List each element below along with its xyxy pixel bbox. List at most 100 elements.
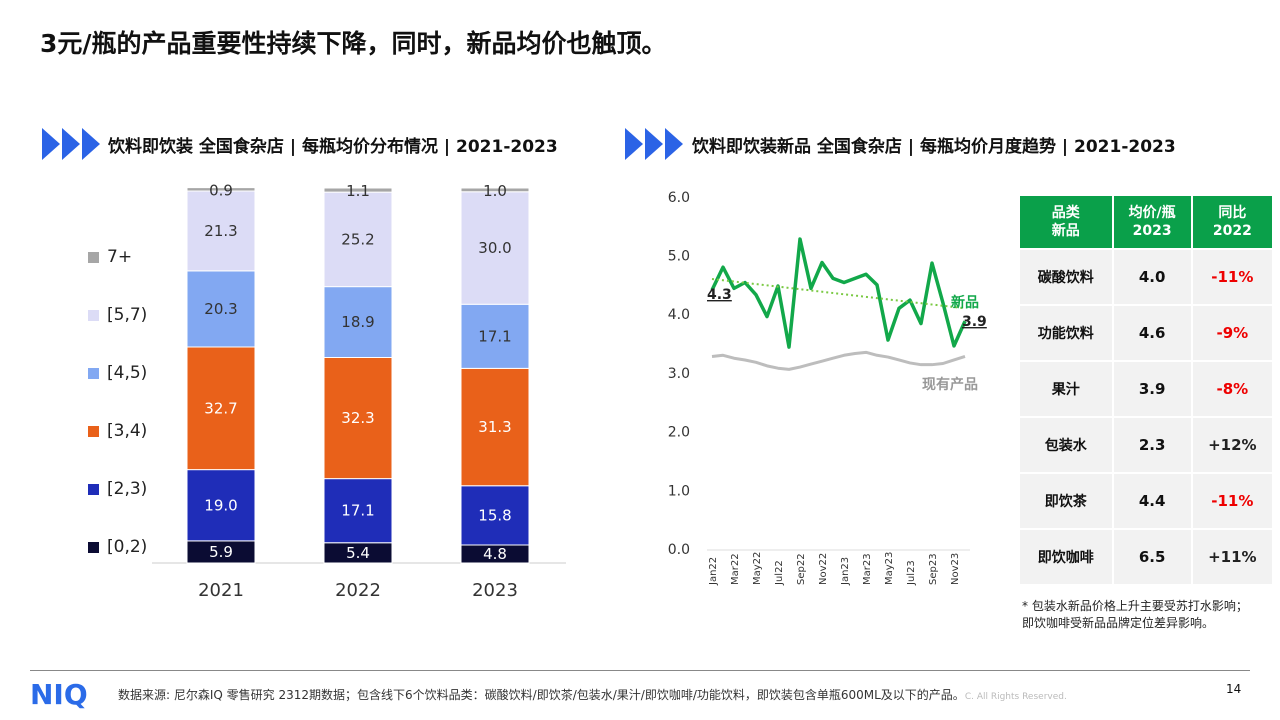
chevrons-icon xyxy=(42,128,102,160)
bar-segment xyxy=(460,187,530,193)
table-cell: -11% xyxy=(1192,474,1272,528)
table-cell: -8% xyxy=(1192,362,1272,416)
table-cell: 6.5 xyxy=(1113,530,1191,584)
legend-swatch xyxy=(88,367,99,379)
bar-data-label: 0.9 xyxy=(209,182,233,200)
bar-data-label: 19.0 xyxy=(204,496,237,514)
table-cell: 4.6 xyxy=(1113,306,1191,360)
x-tick-label: Jul22 xyxy=(774,560,785,586)
table-cell: 4.0 xyxy=(1113,250,1191,304)
bar-segment xyxy=(186,190,256,272)
x-tick-label: Mar22 xyxy=(730,553,741,585)
legend-swatch xyxy=(88,483,99,495)
right-chart-heading: 饮料即饮装新品 全国食杂店 | 每瓶均价月度趋势 | 2021-2023 xyxy=(692,137,1176,157)
table-row: 功能饮料 4.6 -9% xyxy=(1020,306,1272,360)
x-tick-label: 2021 xyxy=(198,580,244,601)
y-tick-label: 4.0 xyxy=(668,307,690,323)
bar-data-label: 1.1 xyxy=(346,182,370,200)
x-tick-label: Jul23 xyxy=(906,560,917,586)
bar-data-label: 32.7 xyxy=(204,399,237,417)
bar-segment xyxy=(186,346,256,471)
page-number: 14 xyxy=(1226,682,1242,696)
bar-data-label: 5.4 xyxy=(346,544,370,562)
table-row: 果汁 3.9 -8% xyxy=(1020,362,1272,416)
table-cell: 4.4 xyxy=(1113,474,1191,528)
table-cell: 2.3 xyxy=(1113,418,1191,472)
bar-segment xyxy=(460,485,530,546)
bar-data-label: 30.0 xyxy=(478,239,511,257)
bar-segment xyxy=(323,357,393,480)
bar-data-label: 17.1 xyxy=(341,502,374,520)
x-tick-label: Jan22 xyxy=(708,557,719,586)
legend-label: 7+ xyxy=(107,247,133,267)
series-line xyxy=(711,350,966,371)
legend-label: [0,2) xyxy=(107,537,148,557)
table-cell: +12% xyxy=(1192,418,1272,472)
legend-item: [5,7) xyxy=(88,305,147,325)
table-row: 包装水 2.3 +12% xyxy=(1020,418,1272,472)
y-tick-label: 0.0 xyxy=(668,542,690,558)
bar-segment xyxy=(323,187,393,193)
x-tick-label: Sep22 xyxy=(796,553,807,585)
x-tick-label: Jan23 xyxy=(840,557,851,586)
bar-segment xyxy=(186,270,256,348)
x-tick-label: 2022 xyxy=(335,580,381,601)
niq-logo: NIQ xyxy=(30,678,88,711)
legend-label: [3,4) xyxy=(107,421,148,441)
bar-segment xyxy=(460,367,530,487)
table-cell: +11% xyxy=(1192,530,1272,584)
table-cell: -9% xyxy=(1192,306,1272,360)
table-row: 即饮咖啡 6.5 +11% xyxy=(1020,530,1272,584)
table-cell: 功能饮料 xyxy=(1020,306,1112,360)
table-cell: -11% xyxy=(1192,250,1272,304)
table-cell: 即饮茶 xyxy=(1020,474,1112,528)
legend-item: [3,4) xyxy=(88,421,147,441)
x-tick-label: Nov23 xyxy=(950,553,961,585)
series-label-new: 新品 xyxy=(951,294,979,311)
y-tick-label: 1.0 xyxy=(668,483,690,499)
rights-text: C. All Rights Reserved. xyxy=(964,692,1067,702)
footer-divider xyxy=(30,670,1250,671)
source-text: 数据来源: 尼尔森IQ 零售研究 2312期数据；包含线下6个饮料品类：碳酸饮料… xyxy=(118,688,965,702)
legend-label: [5,7) xyxy=(107,305,148,325)
table-header: 均价/瓶 2023 xyxy=(1113,196,1191,248)
legend-swatch xyxy=(88,309,99,321)
x-tick-label: Mar23 xyxy=(862,553,873,585)
legend-swatch xyxy=(88,541,99,553)
bar-data-label: 1.0 xyxy=(483,182,507,200)
bar-data-label: 5.9 xyxy=(209,543,233,561)
table-cell: 3.9 xyxy=(1113,362,1191,416)
legend-swatch xyxy=(88,251,99,263)
table-cell: 包装水 xyxy=(1020,418,1112,472)
source-note: 数据来源: 尼尔森IQ 零售研究 2312期数据；包含线下6个饮料品类：碳酸饮料… xyxy=(118,686,1067,703)
footnote: * 包装水新品价格上升主要受苏打水影响； 即饮咖啡受新品品牌定位差异影响。 xyxy=(1022,599,1248,630)
bar-data-label: 25.2 xyxy=(341,230,374,248)
x-tick-label: 2023 xyxy=(472,580,518,601)
table-header: 同比 2022 xyxy=(1192,196,1272,248)
series-label-existing: 现有产品 xyxy=(922,376,978,393)
left-chart-heading: 饮料即饮装 全国食杂店 | 每瓶均价分布情况 | 2021-2023 xyxy=(108,137,558,157)
legend-label: [4,5) xyxy=(107,363,148,383)
legend-label: [2,3) xyxy=(107,479,148,499)
stacked-bar-chart: 5.9 19.0 32.7 20.3 21.3 0.9 2021 5.4 17.1 32.3 18.… xyxy=(152,182,566,601)
bar-data-label: 21.3 xyxy=(204,222,237,240)
y-tick-label: 5.0 xyxy=(668,249,690,265)
bar-data-label: 4.8 xyxy=(483,545,507,563)
bar-segment xyxy=(186,187,256,192)
bar-data-label: 31.3 xyxy=(478,418,511,436)
legend-item: [0,2) xyxy=(88,537,147,557)
table-header: 品类 新品 xyxy=(1020,196,1112,248)
bar-data-label: 18.9 xyxy=(341,313,374,331)
y-tick-label: 2.0 xyxy=(668,425,690,441)
page-title: 3元/瓶的产品重要性持续下降，同时，新品均价也触顶。 xyxy=(40,29,667,58)
table-cell: 即饮咖啡 xyxy=(1020,530,1112,584)
price-table: 品类 新品 均价/瓶 2023 同比 2022 碳酸饮料 4.0 -11% 功能饮料 4.6-… xyxy=(1018,194,1274,586)
x-tick-label: May22 xyxy=(752,552,763,585)
bar-data-label: 20.3 xyxy=(204,300,237,318)
table-row: 即饮茶 4.4 -11% xyxy=(1020,474,1272,528)
x-tick-label: Nov22 xyxy=(818,553,829,585)
bar-data-label: 32.3 xyxy=(341,409,374,427)
x-tick-label: Sep23 xyxy=(928,553,939,585)
bar-segment xyxy=(323,191,393,288)
table-cell: 果汁 xyxy=(1020,362,1112,416)
